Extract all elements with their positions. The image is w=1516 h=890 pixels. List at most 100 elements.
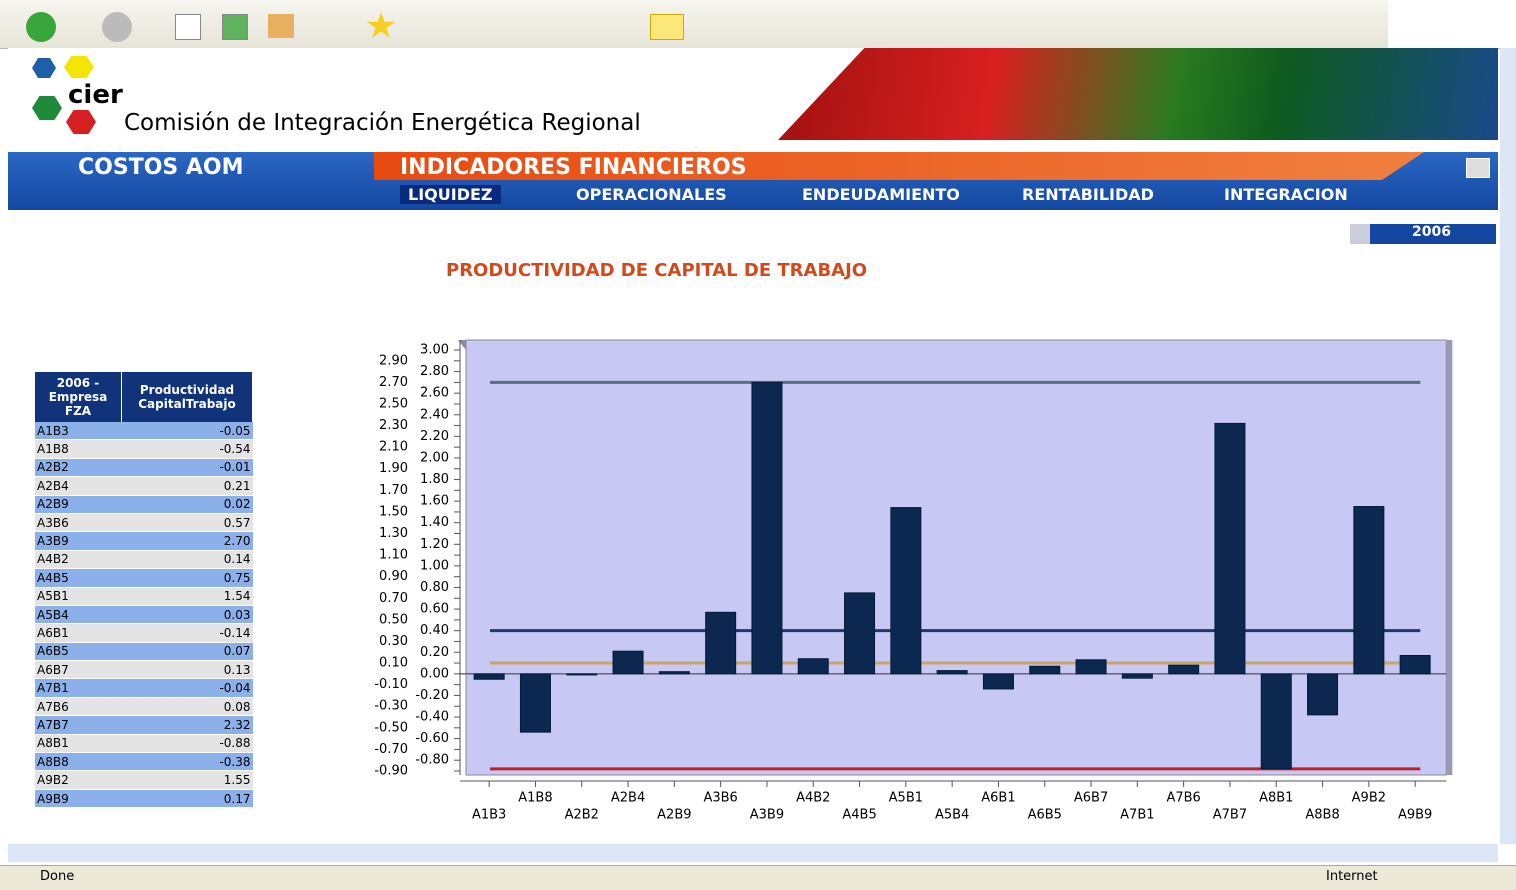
stop-button[interactable] [175,14,201,40]
table-row: A9B9 0.17 [35,789,253,809]
table-cell: 0.14 [121,550,253,570]
nav-active-band [374,152,1424,180]
x-tick-label: A2B2 [565,808,599,823]
table-cell: 0.17 [121,789,253,809]
table-cell: A1B3 [35,422,122,441]
refresh-button[interactable] [222,14,248,40]
table-cell: A6B5 [35,642,122,662]
y-tick-label: 1.20 [420,537,449,552]
table-header-cell[interactable]: Productividad CapitalTrabajo [121,372,253,422]
bar [566,673,598,676]
table-cell: A2B2 [35,458,122,478]
bar [1307,673,1339,716]
home-button[interactable] [268,14,294,38]
table-cell: 0.07 [121,642,253,662]
table-row: A9B2 1.55 [35,770,253,790]
y-tick-label: 2.30 [379,418,408,433]
table-cell: -0.38 [121,752,253,772]
table-cell: 0.02 [121,495,253,514]
y-tick-label: 0.60 [420,602,449,617]
table-row: A7B6 0.08 [35,697,253,717]
h-scrollbar[interactable] [8,844,1498,862]
site-header: cier Comisión de Integración Energética … [8,48,1498,152]
table-cell: -0.14 [121,623,253,643]
table-row: A4B2 0.14 [35,550,253,570]
year-selector[interactable]: 2006 [1350,224,1496,244]
status-text: Done [40,869,75,884]
table-row: A1B8 -0.54 [35,439,253,459]
back-arrow[interactable] [1466,158,1490,178]
table-cell: A9B9 [35,789,122,809]
x-tick-label: A5B1 [889,791,923,806]
table-cell: A7B6 [35,697,122,717]
y-tick-label: 2.50 [379,396,408,411]
x-tick-label: A1B3 [472,808,506,823]
bar [612,650,644,675]
bar [519,673,551,733]
sub-nav-item[interactable]: ENDEUDAMIENTO [802,185,960,204]
table-cell: A5B1 [35,587,122,606]
y-tick-label: 0.00 [420,666,449,681]
back-button[interactable] [26,12,56,42]
bar [658,671,690,675]
logo-hex [32,58,56,78]
x-tick-label: A1B8 [518,791,552,806]
bar [1260,673,1292,770]
y-tick-label: 1.90 [379,461,408,476]
table-row: A8B8 -0.38 [35,752,253,772]
table-cell: A9B2 [35,770,122,790]
table-cell: A8B1 [35,734,122,754]
table-cell: -0.01 [121,458,253,478]
note-button[interactable] [650,14,684,40]
y-tick-label: -0.10 [374,677,408,692]
chart: -0.90 -0.80 -0.70 -0.60 -0.50 -0.40 -0.30 -0.20… [374,339,1453,823]
nav-tab[interactable]: COSTOS AOM [78,155,244,180]
x-tick-label: A5B4 [935,808,969,823]
y-tick-label: 0.90 [379,569,408,584]
v-scrollbar[interactable] [1500,48,1516,844]
x-tick-label: A7B7 [1213,808,1247,823]
table-cell: -0.54 [121,439,253,459]
year-prev[interactable] [1350,224,1370,244]
x-tick-label: A4B5 [842,808,876,823]
x-tick-label: A9B2 [1352,791,1386,806]
y-tick-label: 0.30 [379,634,408,649]
site-title: Comisión de Integración Energética Regio… [124,110,641,136]
table-row: A6B5 0.07 [35,642,253,662]
window-controls [1388,0,1516,48]
y-tick-label: -0.20 [415,688,449,703]
table-header-row: 2006 - Empresa FZA Productividad CapitalT… [35,372,253,422]
table-row: A3B9 2.70 [35,531,253,551]
y-tick-label: 0.70 [379,591,408,606]
logo-hex [64,56,94,78]
forward-button[interactable] [102,12,132,42]
sub-nav-item[interactable]: OPERACIONALES [576,185,727,204]
table-cell: 0.21 [121,476,253,496]
table-row: A7B1 -0.04 [35,678,253,698]
favorites-button[interactable] [366,12,396,38]
table-cell: A2B9 [35,495,122,514]
logo-hex [32,96,62,120]
bar [982,673,1014,690]
y-tick-label: 2.20 [420,429,449,444]
table-cell: A1B8 [35,439,122,459]
table-row: A4B5 0.75 [35,568,253,588]
y-tick-label: 2.00 [420,450,449,465]
y-tick-label: 1.50 [379,504,408,519]
x-tick-label: A6B5 [1028,808,1062,823]
table-cell: 0.57 [121,513,253,533]
y-tick-label: -0.80 [415,753,449,768]
sub-nav-item[interactable]: RENTABILIDAD [1022,185,1154,204]
table-cell: A3B6 [35,513,122,533]
sub-nav-item[interactable]: INTEGRACION [1224,185,1348,204]
table-header-cell[interactable]: 2006 - Empresa FZA [35,372,122,422]
bar [1399,654,1431,675]
nav-bar: COSTOS AOM INDICADORES FINANCIEROS LIQUI… [8,152,1498,210]
y-tick-label: 3.00 [420,343,449,358]
table-cell: A6B7 [35,660,122,680]
x-tick-label: A8B1 [1259,791,1293,806]
table-cell: -0.05 [121,422,253,441]
sub-nav-item[interactable]: LIQUIDEZ [400,185,501,204]
nav-tab[interactable]: INDICADORES FINANCIEROS [400,155,747,180]
